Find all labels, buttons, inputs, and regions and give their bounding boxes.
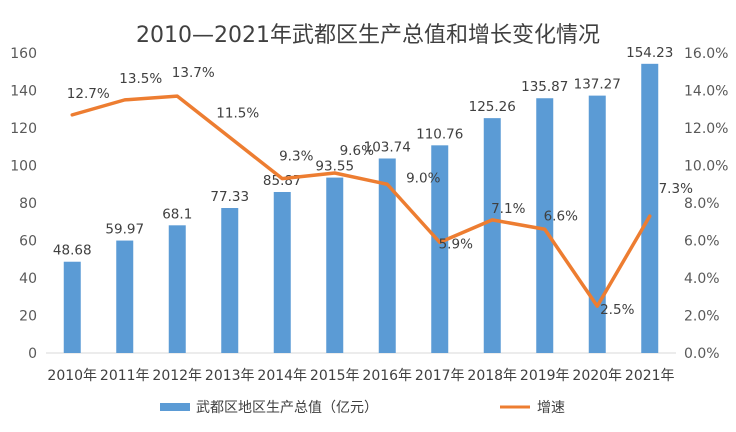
growth-rate-line [70,94,652,308]
right-axis-tick-label: 14.0% [684,84,728,100]
right-axis-tick-label: 4.0% [684,271,720,287]
line-data-label: 2.5% [600,302,634,318]
x-axis-tick-label: 2011年 [100,368,150,384]
right-axis-tick-label: 0.0% [684,346,720,362]
right-axis-tick-label: 16.0% [684,46,728,62]
line-data-label: 9.6% [340,143,374,159]
x-axis-tick-label: 2014年 [257,368,307,384]
x-axis-tick-label: 2017年 [415,368,465,384]
x-axis: 2010年 2011年 2012年 2013年 2014年 2015年 2016年 2017年… [47,368,674,384]
line-data-label: 9.0% [406,170,440,186]
legend-bar-swatch [160,403,190,411]
x-axis-tick-label: 2018年 [467,368,517,384]
bar-data-label: 110.76 [416,126,463,142]
bar-data-label: 125.26 [469,99,516,115]
x-axis-tick-label: 2021年 [625,368,675,384]
bar [588,95,606,354]
bar [168,225,186,353]
left-axis-tick-label: 40 [19,271,37,287]
line-data-label: 7.1% [491,201,525,217]
right-axis-tick-label: 12.0% [684,121,728,137]
left-axis-tick-label: 60 [19,234,37,250]
bar-data-label: 48.68 [53,243,92,259]
x-axis-tick-label: 2010年 [47,368,97,384]
right-axis: 0.0% 2.0% 4.0% 6.0% 8.0% 10.0% 12.0% 14.0% 16.0% [684,46,728,362]
bar [273,191,291,353]
bar-data-label: 137.27 [574,77,621,93]
bar [63,261,81,353]
x-axis-tick-label: 2013年 [205,368,255,384]
bar [536,98,554,354]
bar-data-label: 85.87 [263,173,302,189]
left-axis-tick-label: 140 [10,84,37,100]
right-axis-tick-label: 10.0% [684,159,728,175]
left-axis-tick-label: 160 [10,46,37,62]
bar-data-label: 135.87 [521,79,568,95]
bar [641,63,659,353]
right-axis-tick-label: 6.0% [684,234,720,250]
x-axis-tick-label: 2015年 [310,368,360,384]
left-axis-tick-label: 80 [19,196,37,212]
bar [221,208,239,353]
bar [326,177,344,353]
line-data-label: 13.7% [172,65,215,81]
x-axis-tick-label: 2012年 [152,368,202,384]
x-axis-tick-label: 2019年 [520,368,570,384]
left-axis-tick-label: 0 [28,346,37,362]
bar-data-label: 68.1 [162,206,192,222]
left-axis-tick-label: 20 [19,309,37,325]
line-data-label: 9.3% [279,149,313,165]
line-data-label: 6.6% [544,208,578,224]
bar [431,145,449,353]
right-axis-tick-label: 8.0% [684,196,720,212]
line-data-label: 11.5% [216,105,259,121]
legend-bar-label: 武都区地区生产总值（亿元） [196,400,378,416]
bar-data-label: 154.23 [626,45,673,61]
bar [116,240,134,353]
line-series [70,94,652,308]
x-axis-tick-label: 2020年 [572,368,622,384]
bar-series [63,63,659,354]
line-data-label: 12.7% [67,86,110,102]
bar-data-labels: 48.68 59.97 68.1 77.33 85.87 93.55 103.74 110.7… [53,45,673,259]
left-axis-tick-label: 120 [10,121,37,137]
line-data-label: 5.9% [439,236,473,252]
line-data-label: 7.3% [659,181,693,197]
left-axis-tick-label: 100 [10,159,37,175]
bar-data-label: 77.33 [210,189,249,205]
bar-data-label: 59.97 [105,222,144,238]
bar-data-label: 93.55 [315,159,354,175]
legend: 武都区地区生产总值（亿元） 增速 [160,400,565,416]
chart-title: 2010—2021年武都区生产总值和增长变化情况 [136,23,600,48]
bar [378,158,396,353]
legend-line-label: 增速 [537,400,565,416]
x-axis-tick-label: 2016年 [362,368,412,384]
line-data-labels: 12.7% 13.5% 13.7% 11.5% 9.3% 9.6% 9.0% 5.9% 7.1%… [67,65,693,318]
line-data-label: 13.5% [119,71,162,87]
right-axis-tick-label: 2.0% [684,309,720,325]
bar [483,118,501,353]
left-axis: 0 20 40 60 80 100 120 140 160 [10,46,37,362]
bar-data-label: 103.74 [364,139,411,155]
